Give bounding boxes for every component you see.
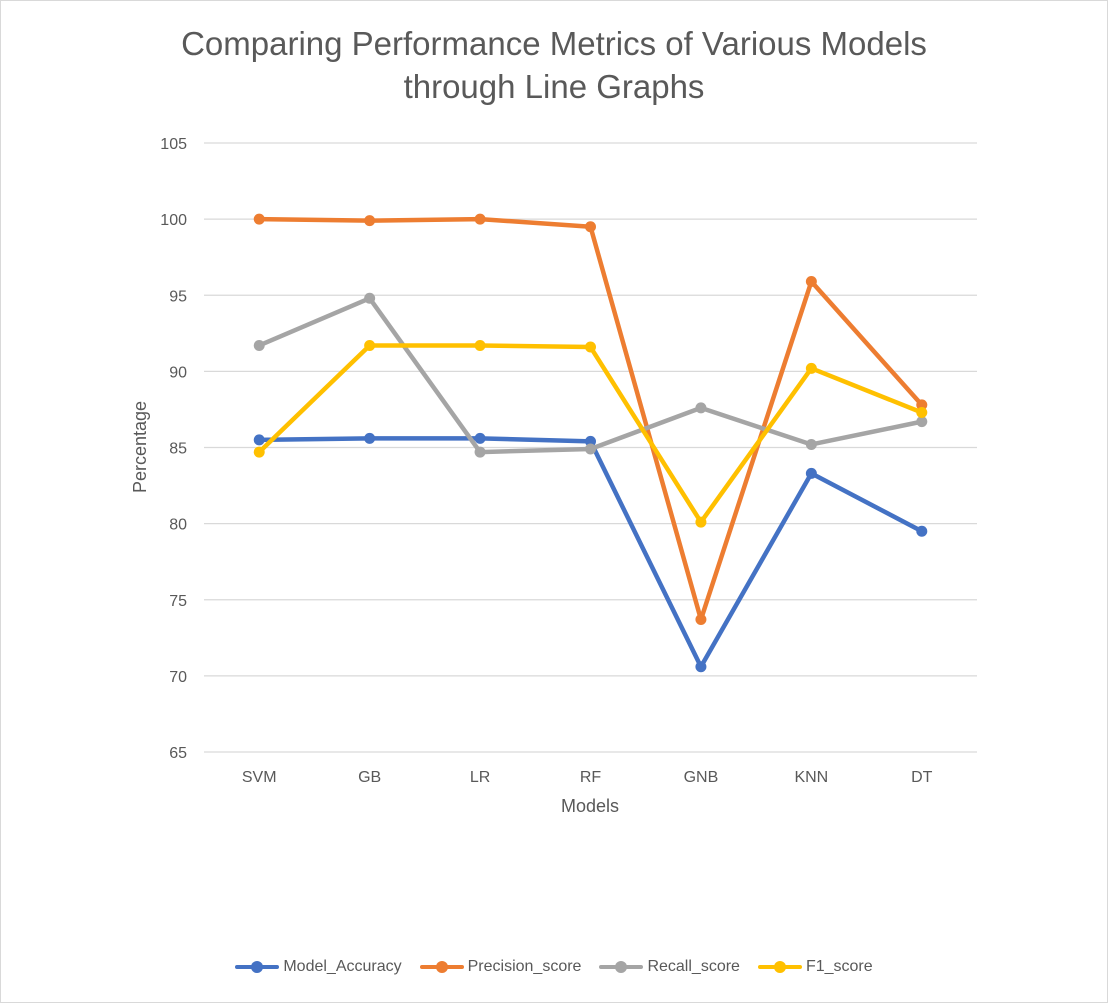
x-tick-label: SVM	[242, 769, 277, 786]
series-line	[256, 296, 925, 455]
y-tick-label: 95	[169, 288, 187, 305]
x-tick-label: LR	[470, 769, 490, 786]
x-tick-label: GNB	[684, 769, 719, 786]
series-line	[256, 436, 925, 669]
data-point	[695, 516, 707, 528]
data-point	[364, 215, 376, 227]
data-point	[916, 525, 928, 537]
series-lines	[253, 213, 928, 673]
chart-title: Comparing Performance Metrics of Various…	[0, 22, 1108, 108]
series-line	[256, 216, 925, 622]
data-point	[805, 467, 817, 479]
x-axis-tick-labels: SVM GB LR RF GNB KNN DT	[242, 769, 933, 786]
chart-title-line-1: Comparing Performance Metrics of Various…	[181, 25, 927, 62]
legend: Model_Accuracy Precision_score Recall_scor…	[0, 958, 1108, 976]
legend-item: Precision_score	[419, 958, 582, 976]
y-axis-title: Percentage	[130, 401, 150, 493]
y-tick-label: 100	[160, 212, 187, 229]
data-point	[805, 276, 817, 288]
data-point	[364, 432, 376, 444]
data-point	[805, 362, 817, 374]
data-point	[253, 434, 265, 446]
data-point	[474, 339, 486, 351]
legend-label: Precision_score	[467, 958, 582, 975]
data-point	[364, 339, 376, 351]
data-point	[695, 661, 707, 673]
data-point	[474, 213, 486, 225]
y-tick-label: 105	[160, 136, 187, 153]
y-tick-label: 65	[169, 745, 187, 762]
y-axis-tick-labels: 65 70 75 80 85 90 95 100 105	[160, 136, 187, 762]
data-point	[253, 339, 265, 351]
x-tick-label: RF	[580, 769, 602, 786]
y-tick-label: 85	[169, 441, 187, 458]
data-point	[253, 446, 265, 458]
data-point	[474, 446, 486, 458]
legend-label: F1_score	[805, 958, 873, 975]
data-point	[916, 399, 928, 411]
data-point	[916, 416, 928, 428]
data-point	[695, 402, 707, 414]
legend-swatch	[599, 960, 644, 974]
y-tick-label: 80	[169, 517, 187, 534]
data-point	[916, 406, 928, 418]
y-tick-label: 70	[169, 669, 187, 686]
data-point	[585, 341, 596, 353]
legend-item: Recall_score	[599, 958, 740, 976]
y-tick-label: 75	[169, 593, 187, 610]
chart-title-line-2: through Line Graphs	[403, 68, 705, 105]
legend-swatch	[419, 960, 464, 974]
data-point	[585, 435, 596, 447]
x-axis-title: Models	[561, 796, 619, 816]
y-tick-label: 90	[169, 364, 187, 381]
series-Precision_score	[253, 213, 928, 626]
data-point	[253, 213, 265, 225]
legend-label: Recall_score	[647, 958, 740, 975]
legend-item: Model_Accuracy	[235, 958, 402, 976]
data-point	[474, 432, 486, 444]
data-point	[805, 438, 817, 450]
legend-item: F1_score	[757, 958, 873, 976]
x-tick-label: KNN	[794, 769, 828, 786]
series-Recall_score	[253, 292, 928, 458]
x-tick-label: GB	[358, 769, 381, 786]
x-tick-label: DT	[911, 769, 933, 786]
legend-swatch	[757, 960, 802, 974]
legend-swatch	[235, 960, 280, 974]
data-point	[364, 292, 376, 304]
data-point	[585, 221, 596, 233]
series-F1_score	[253, 339, 928, 528]
series-Model_Accuracy	[253, 432, 928, 673]
data-point	[695, 614, 707, 626]
legend-label: Model_Accuracy	[283, 958, 402, 975]
data-point	[585, 443, 596, 455]
